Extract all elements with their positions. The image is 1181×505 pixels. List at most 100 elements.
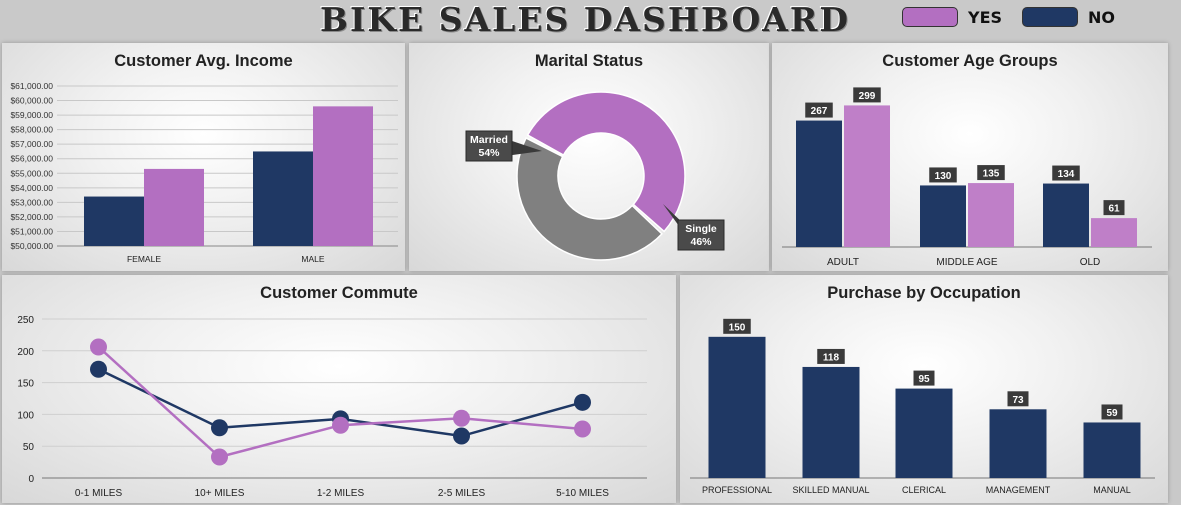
age-bar-yes-middle-age [968, 183, 1014, 247]
occupation-data-label: 118 [823, 352, 840, 363]
age-data-label-bg [977, 165, 1005, 181]
occupation-x-tick-label: CLERICAL [902, 485, 946, 495]
occupation-bar-professional [708, 336, 766, 478]
commute-chart-panel: Customer Commute 0 50 100 150 200 250 0-1 MILE… [2, 275, 676, 503]
income-y-tick-label: $53,000.00 [10, 197, 53, 207]
occupation-data-label: 73 [1012, 395, 1024, 406]
age-chart-title: Customer Age Groups [882, 52, 1058, 70]
legend-label-yes: YES [968, 7, 1003, 27]
age-data-label: 61 [1108, 204, 1120, 215]
commute-x-tick-label: 1-2 MILES [317, 488, 365, 499]
income-chart-panel: Customer Avg. Income $50,000.00 $51,000.0… [2, 43, 405, 271]
age-data-label-bg [805, 102, 833, 118]
age-data-label: 135 [983, 169, 1000, 180]
occupation-bar-manual [1083, 422, 1141, 478]
marital-slice-single [516, 137, 663, 261]
occupation-bar-management [989, 409, 1047, 478]
occupation-x-tick-label: MANUAL [1093, 485, 1131, 495]
income-y-tick-label: $52,000.00 [10, 212, 53, 222]
occupation-chart-title: Purchase by Occupation [827, 284, 1021, 302]
income-bar-no-male [253, 151, 313, 246]
commute-point-yes [90, 338, 107, 356]
occupation-bar-clerical [895, 388, 953, 478]
occupation-data-label: 150 [729, 322, 746, 333]
marital-chart-title: Marital Status [534, 52, 644, 70]
commute-x-tick-label: 10+ MILES [195, 488, 245, 499]
dashboard-title: BIKE SALES DASHBOARD [320, 0, 850, 39]
marital-callout-box-married [465, 130, 513, 162]
commute-point-no [211, 419, 228, 437]
commute-y-tick-label: 250 [17, 315, 34, 326]
age-data-label: 130 [935, 171, 952, 182]
income-y-tick-label: $57,000.00 [10, 139, 53, 149]
commute-point-no [90, 360, 107, 378]
occupation-x-tick-label: MANAGEMENT [986, 485, 1051, 495]
age-bar-no-adult [796, 120, 842, 247]
commute-y-tick-label: 50 [23, 442, 35, 453]
age-data-label-bg [853, 87, 881, 103]
income-bar-no-female [84, 196, 144, 246]
commute-chart-title: Customer Commute [260, 284, 418, 302]
age-data-label-bg [929, 167, 957, 183]
commute-line-yes [97, 346, 583, 459]
commute-chart: 0 50 100 150 200 250 0-1 MILES 10+ MILES 1-2 MIL… [17, 315, 647, 499]
income-y-tick-label: $56,000.00 [10, 154, 53, 164]
income-chart: $50,000.00 $51,000.00 $52,000.00 $53,000.00… [10, 81, 398, 264]
commute-point-yes [211, 448, 228, 466]
occupation-data-label-bg [1007, 391, 1029, 407]
income-y-tick-label: $61,000.00 [10, 81, 53, 91]
age-data-label: 267 [811, 106, 828, 117]
income-y-tick-label: $51,000.00 [10, 226, 53, 236]
income-y-tick-label: $60,000.00 [10, 96, 53, 106]
income-y-tick-label: $54,000.00 [10, 183, 53, 193]
marital-callout-label: Single [685, 223, 717, 235]
marital-callout-value: 54% [478, 147, 500, 159]
income-chart-title: Customer Avg. Income [114, 52, 293, 70]
occupation-data-label: 95 [918, 374, 930, 385]
legend-item-no: NO [1022, 4, 1115, 30]
income-bar-yes-male [313, 106, 373, 246]
commute-point-yes [332, 416, 349, 434]
age-bar-yes-adult [844, 105, 890, 247]
marital-chart-panel: Marital Status Married 54% Single 46% [409, 43, 769, 271]
age-data-label: 134 [1058, 169, 1075, 180]
occupation-data-label-bg [817, 348, 845, 364]
occupation-x-tick-label: SKILLED MANUAL [792, 485, 869, 495]
commute-y-tick-label: 200 [17, 347, 34, 358]
commute-point-no [453, 427, 470, 445]
age-bar-no-old [1043, 183, 1089, 247]
legend-label-no: NO [1088, 7, 1115, 27]
income-bar-yes-female [144, 168, 204, 246]
legend-swatch-no [1022, 7, 1078, 27]
occupation-chart: 150 PROFESSIONAL 118 SKILLED MANUAL 95 CLERIC… [690, 318, 1155, 495]
commute-y-tick-label: 0 [28, 474, 34, 485]
commute-point-yes [453, 409, 470, 427]
legend-item-yes: YES [902, 4, 1002, 30]
age-x-tick-label: ADULT [827, 257, 859, 268]
commute-x-tick-label: 2-5 MILES [438, 488, 486, 499]
occupation-data-label-bg [1101, 404, 1123, 420]
occupation-bar-skilled-manual [802, 366, 860, 478]
occupation-data-label-bg [723, 318, 751, 334]
commute-x-tick-label: 5-10 MILES [556, 488, 609, 499]
age-data-label-bg [1103, 200, 1125, 216]
income-y-tick-label: $55,000.00 [10, 168, 53, 178]
age-data-label-bg [1052, 165, 1080, 181]
income-x-tick-label: MALE [301, 254, 324, 264]
income-x-tick-label: FEMALE [127, 254, 161, 264]
occupation-chart-panel: Purchase by Occupation 150 PROFESSIONAL 11… [680, 275, 1168, 503]
income-y-tick-label: $58,000.00 [10, 125, 53, 135]
occupation-data-label: 59 [1106, 408, 1118, 419]
legend-swatch-yes [902, 7, 958, 27]
income-y-tick-label: $59,000.00 [10, 110, 53, 120]
age-data-label: 299 [859, 91, 876, 102]
age-bar-no-middle-age [920, 185, 966, 247]
commute-x-tick-label: 0-1 MILES [75, 488, 123, 499]
commute-y-tick-label: 100 [17, 410, 34, 421]
age-x-tick-label: MIDDLE AGE [936, 257, 997, 268]
marital-callout-box-single [677, 219, 725, 251]
marital-callout-value: 46% [690, 236, 712, 248]
age-bar-yes-old [1091, 218, 1137, 247]
commute-point-no [574, 393, 591, 411]
